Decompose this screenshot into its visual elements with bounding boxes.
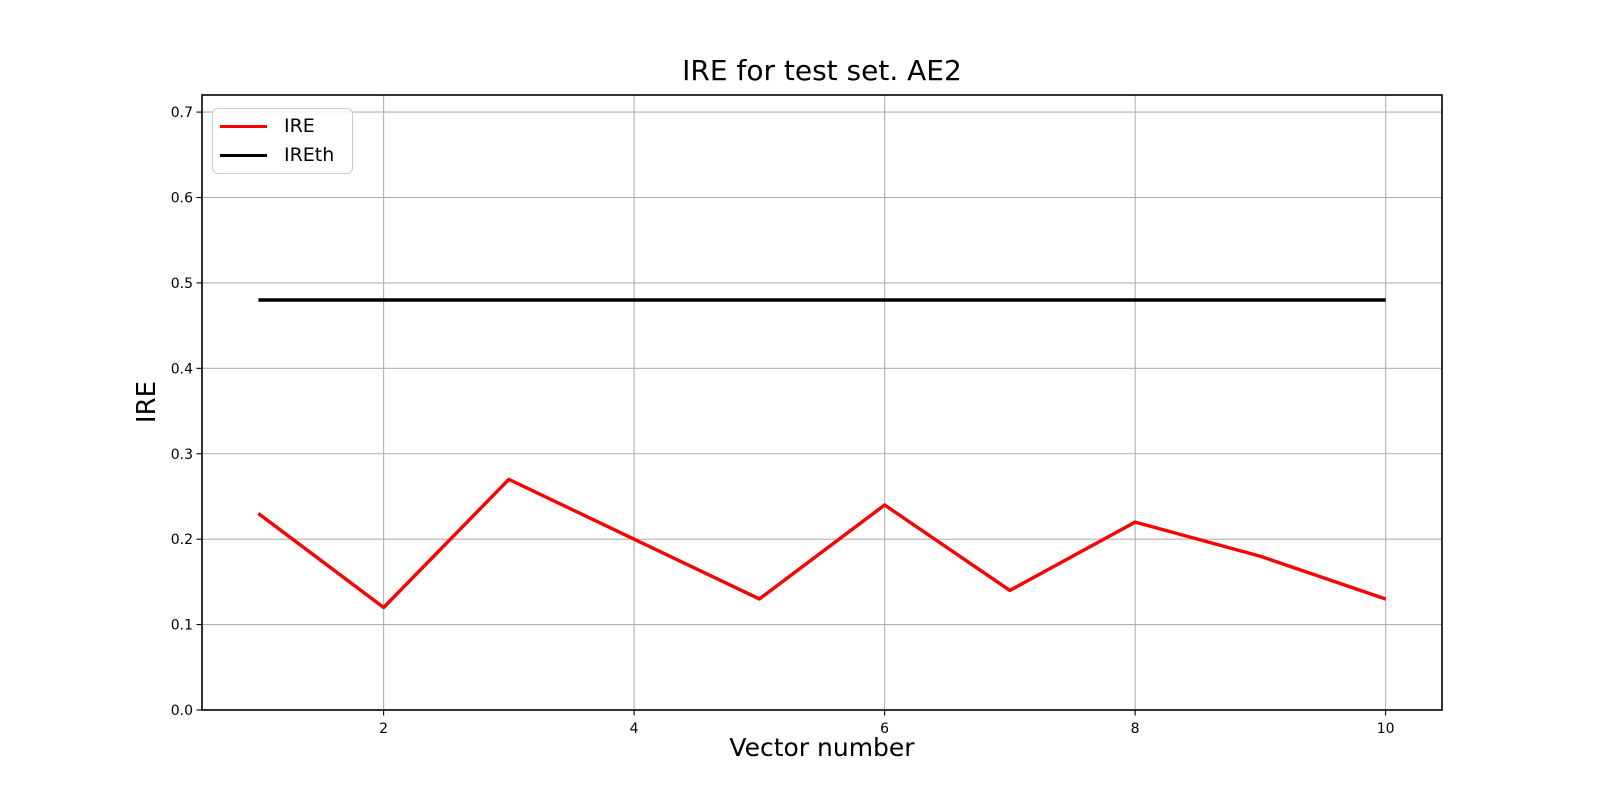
ireth-line-swatch (220, 153, 267, 158)
svg-text:10: 10 (1377, 721, 1395, 737)
legend: IRE IREth (212, 108, 353, 174)
tick-marks (196, 111, 1387, 716)
grid-lines (202, 95, 1442, 711)
svg-text:4: 4 (630, 721, 639, 737)
legend-item-ire: IRE (220, 112, 344, 141)
svg-text:0.7: 0.7 (171, 105, 193, 121)
legend-label-ire: IRE (284, 115, 315, 137)
svg-text:2: 2 (379, 721, 388, 737)
svg-text:0.4: 0.4 (171, 361, 193, 377)
axes-frame (201, 94, 1443, 711)
x-tick-labels: 2 4 6 8 10 (379, 721, 1394, 737)
svg-text:0.1: 0.1 (171, 618, 193, 634)
legend-label-ireth: IREth (284, 144, 335, 166)
ire-line-swatch (220, 124, 267, 129)
ire-line (257, 477, 1387, 610)
legend-item-ireth: IREth (220, 141, 344, 170)
y-axis-label: IRE (132, 380, 162, 424)
svg-text:6: 6 (880, 721, 889, 737)
svg-text:0.5: 0.5 (171, 276, 193, 292)
y-tick-labels: 0.0 0.1 0.2 0.3 0.4 0.5 0.6 0.7 (171, 105, 193, 719)
svg-text:0.6: 0.6 (171, 191, 193, 207)
svg-text:0.3: 0.3 (171, 447, 193, 463)
svg-text:8: 8 (1131, 721, 1140, 737)
svg-text:0.0: 0.0 (171, 703, 193, 719)
chart-title: IRE for test set. AE2 (682, 54, 962, 87)
svg-text:0.2: 0.2 (171, 532, 193, 548)
x-axis-label: Vector number (729, 733, 915, 762)
